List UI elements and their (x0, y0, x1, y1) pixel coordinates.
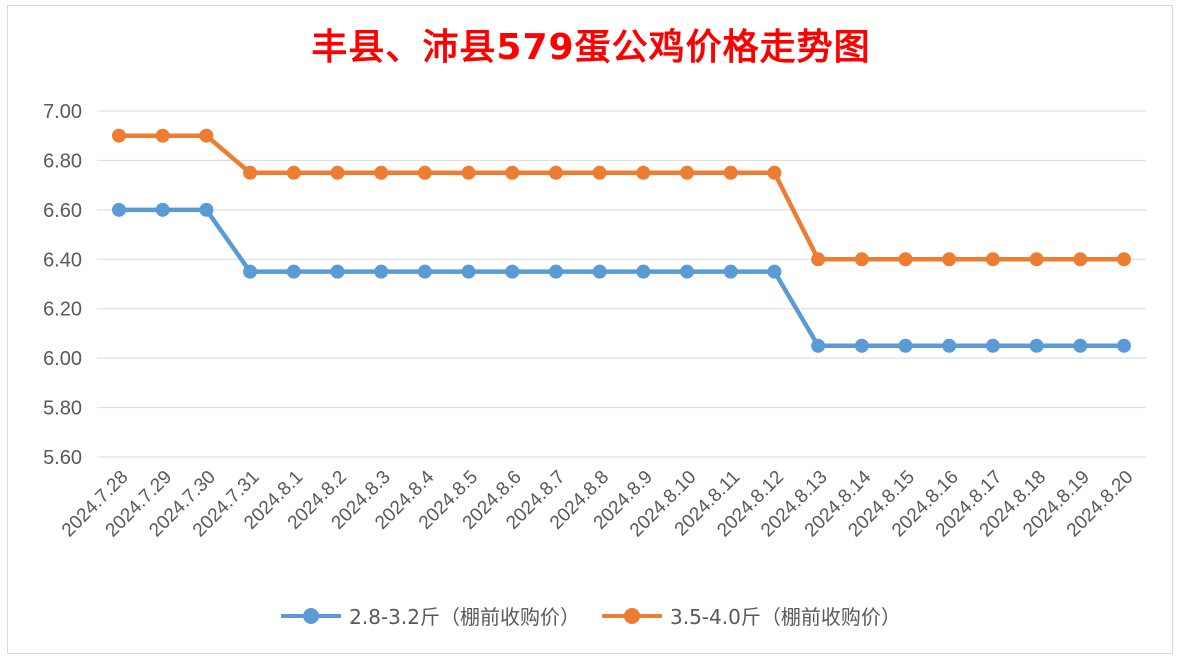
data-point-series-1 (1029, 338, 1044, 353)
data-point-series-2 (811, 252, 826, 267)
y-tick-label: 6.80 (43, 150, 82, 172)
data-point-series-2 (898, 252, 913, 267)
data-point-series-1 (155, 202, 170, 217)
data-point-series-2 (505, 165, 520, 180)
data-point-series-2 (286, 165, 301, 180)
data-point-series-2 (985, 252, 1000, 267)
chart-legend: 2.8-3.2斤（棚前收购价） 3.5-4.0斤（棚前收购价） (0, 601, 1182, 630)
legend-item-series-2: 3.5-4.0斤（棚前收购价） (602, 601, 901, 630)
series-line-2 (116, 133, 1127, 262)
data-point-series-1 (1073, 338, 1088, 353)
legend-label-series-2: 3.5-4.0斤（棚前收购价） (670, 605, 901, 629)
data-point-series-1 (417, 264, 432, 279)
data-point-series-2 (374, 165, 389, 180)
chart-title: 丰县、沛县579蛋公鸡价格走势图 (311, 27, 871, 68)
data-point-series-1 (985, 338, 1000, 353)
data-point-series-2 (330, 165, 345, 180)
data-point-series-1 (854, 338, 869, 353)
data-point-series-2 (1029, 252, 1044, 267)
data-point-series-1 (548, 264, 563, 279)
series-line-1 (116, 207, 1127, 349)
data-point-series-1 (461, 264, 476, 279)
data-point-series-2 (548, 165, 563, 180)
data-point-series-1 (898, 338, 913, 353)
legend-label-series-1: 2.8-3.2斤（棚前收购价） (349, 605, 580, 629)
legend-swatch-series-2 (602, 607, 662, 624)
data-point-series-1 (811, 338, 826, 353)
data-point-series-2 (636, 165, 651, 180)
y-tick-label: 6.00 (43, 348, 82, 370)
data-point-series-1 (592, 264, 607, 279)
data-point-series-1 (767, 264, 782, 279)
data-point-series-1 (243, 264, 258, 279)
data-point-series-1 (723, 264, 738, 279)
data-point-series-1 (505, 264, 520, 279)
y-tick-label: 6.40 (43, 249, 82, 271)
legend-item-series-1: 2.8-3.2斤（棚前收购价） (281, 601, 580, 630)
data-point-series-1 (112, 202, 126, 217)
y-tick-label: 7.00 (43, 101, 82, 123)
data-point-series-2 (112, 128, 126, 143)
data-point-series-1 (636, 264, 651, 279)
y-tick-label: 6.60 (43, 200, 82, 222)
data-point-series-2 (854, 252, 869, 267)
data-point-series-1 (1117, 338, 1131, 353)
y-tick-label: 5.60 (43, 447, 82, 469)
data-point-series-2 (417, 165, 432, 180)
data-point-series-1 (286, 264, 301, 279)
data-point-series-2 (723, 165, 738, 180)
y-tick-label: 6.20 (43, 299, 82, 321)
data-point-series-1 (942, 338, 957, 353)
data-point-series-1 (374, 264, 389, 279)
data-point-series-2 (592, 165, 607, 180)
legend-swatch-series-1 (281, 607, 342, 624)
chart-frame (7, 5, 1173, 654)
data-point-series-1 (199, 202, 214, 217)
data-point-series-2 (1117, 252, 1131, 267)
data-point-series-2 (767, 165, 782, 180)
data-point-series-2 (680, 165, 695, 180)
data-point-series-2 (461, 165, 476, 180)
data-point-series-2 (942, 252, 957, 267)
data-point-series-1 (680, 264, 695, 279)
data-point-series-2 (199, 128, 214, 143)
data-point-series-2 (1073, 252, 1088, 267)
y-tick-label: 5.80 (43, 398, 82, 420)
data-point-series-1 (330, 264, 345, 279)
data-point-series-2 (243, 165, 258, 180)
data-point-series-2 (155, 128, 170, 143)
